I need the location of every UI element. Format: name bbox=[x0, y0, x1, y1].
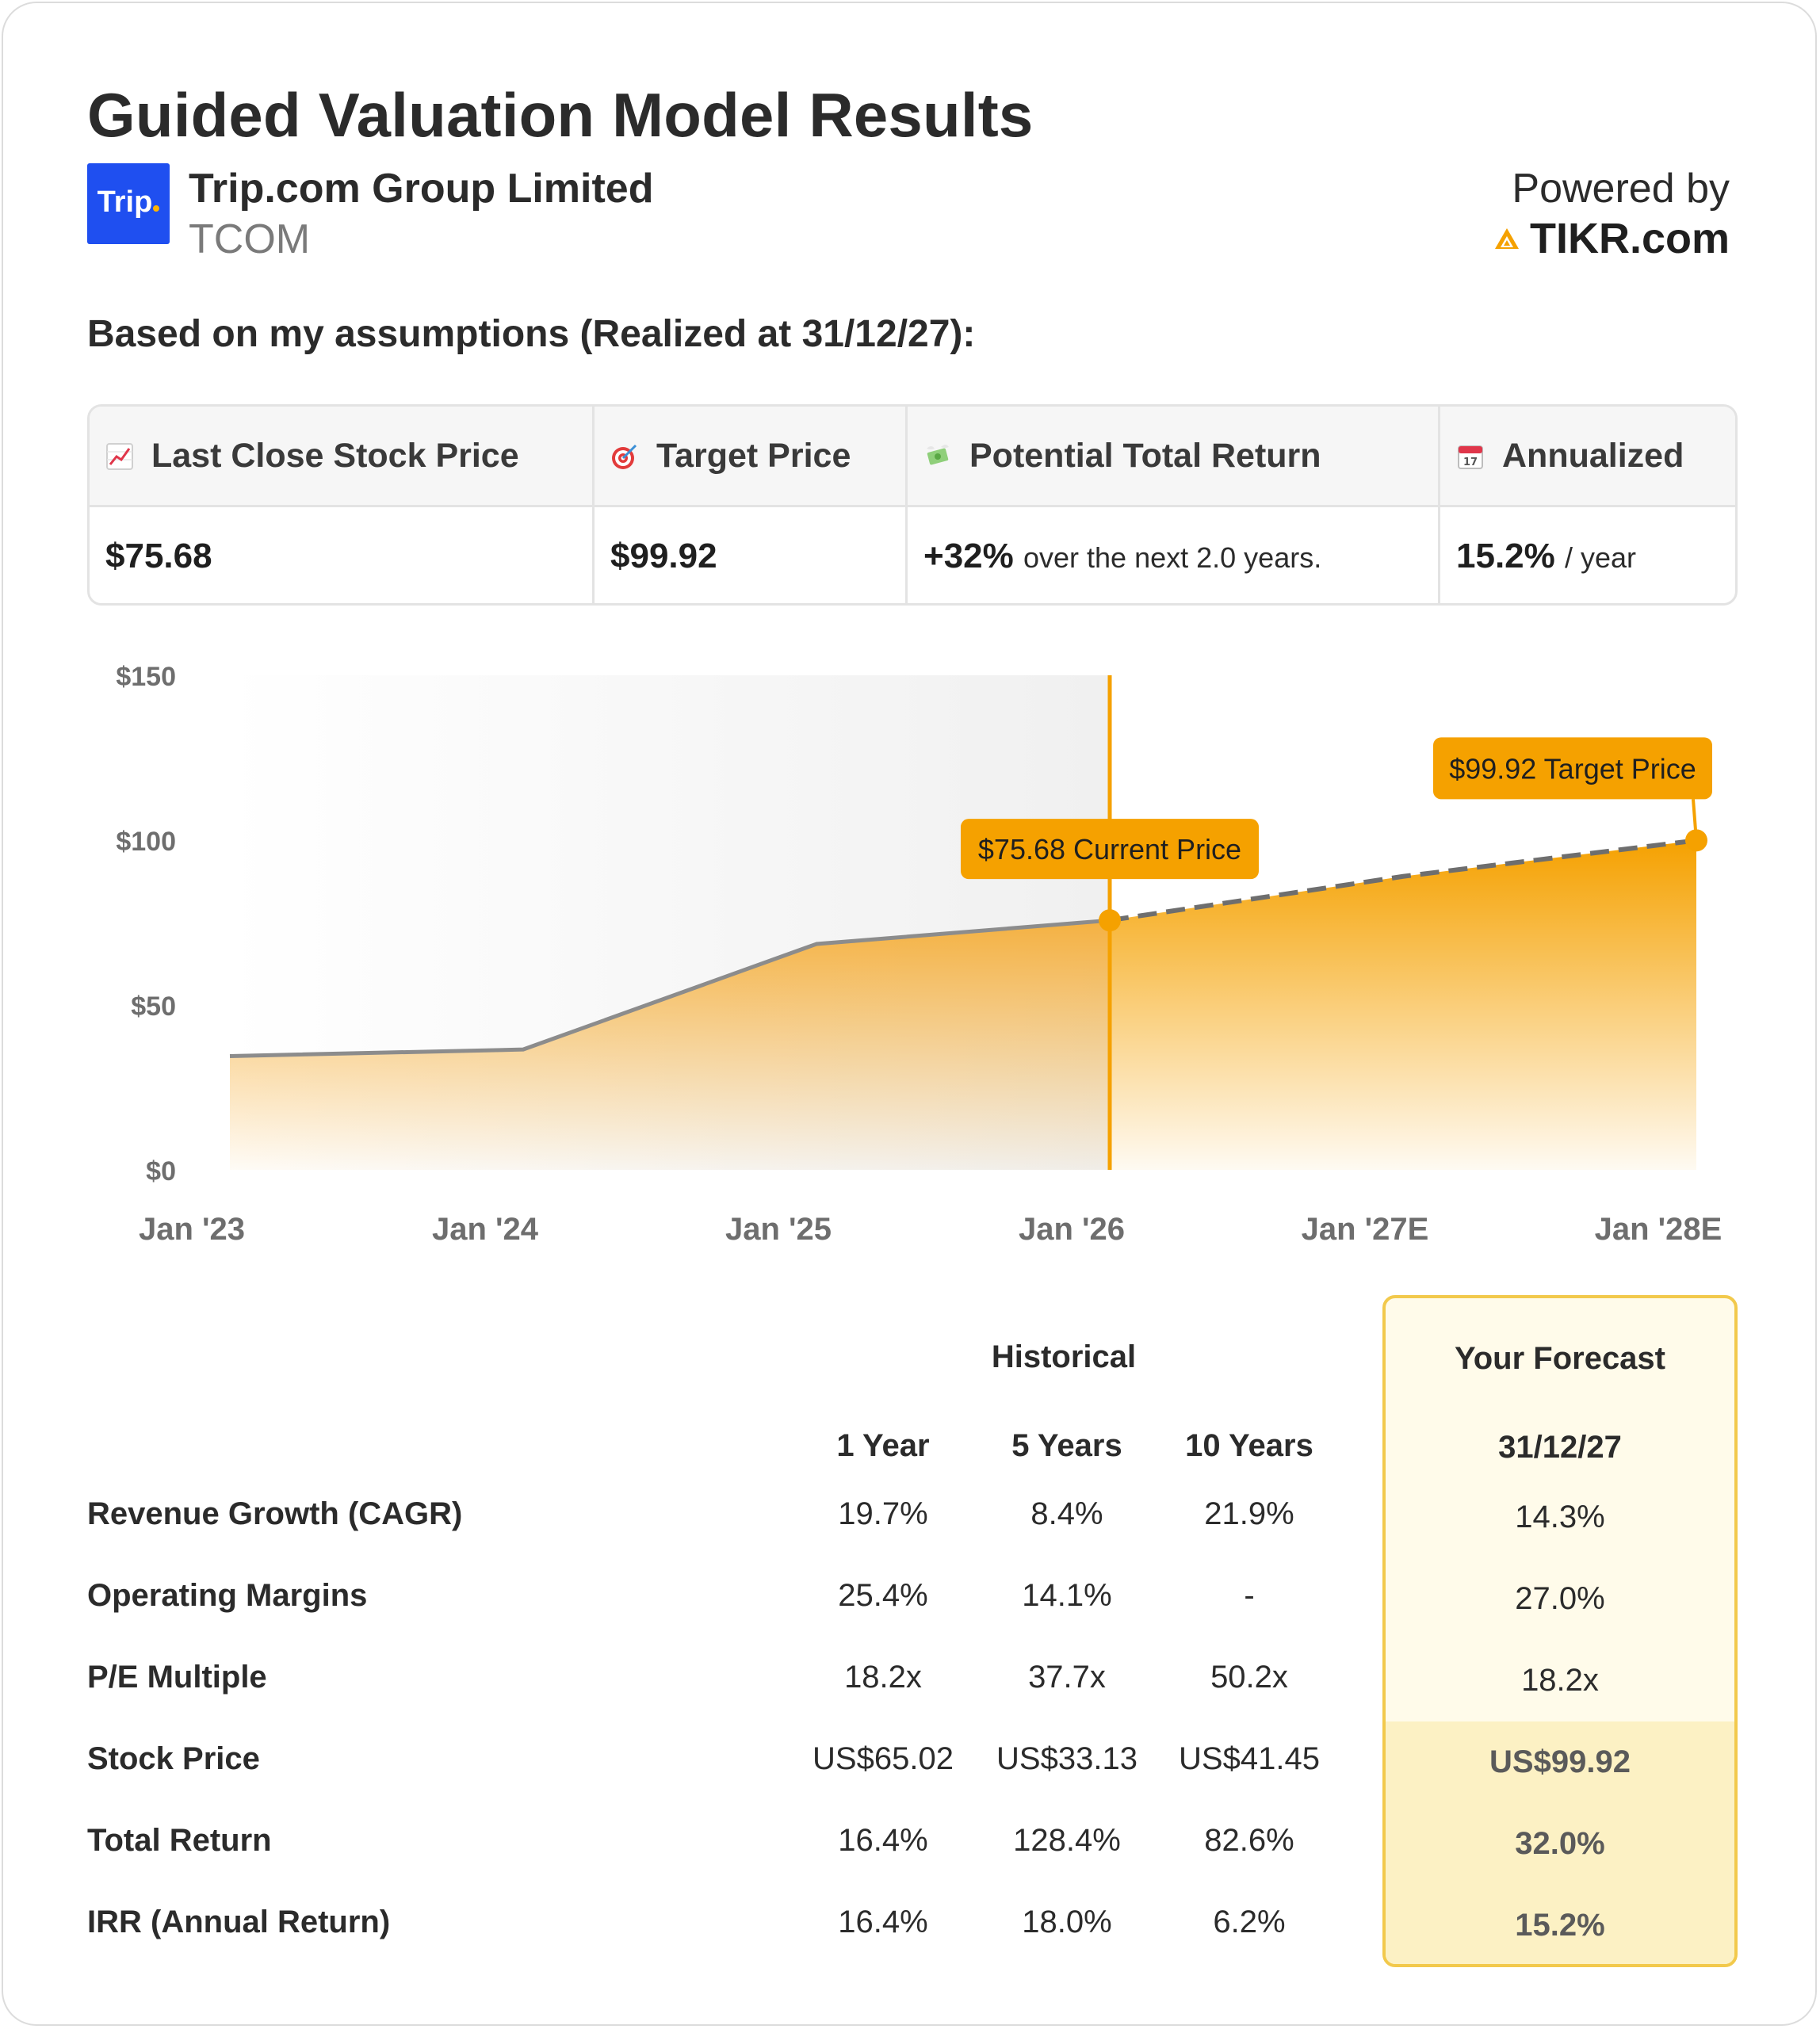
row-label-stock-price: Stock Price bbox=[87, 1741, 260, 1776]
forecast-line bbox=[1109, 838, 1697, 923]
logo-dot bbox=[153, 205, 160, 212]
calendar-icon: 17 bbox=[1458, 445, 1483, 469]
x-tick-label: Jan '27E bbox=[1302, 1212, 1429, 1247]
cell-stock-price-5-years: US$33.13 bbox=[996, 1741, 1138, 1776]
cell-revenue-growth-cagr-10-years: 21.9% bbox=[1204, 1496, 1294, 1531]
cell-revenue-growth-cagr-5-years: 8.4% bbox=[1030, 1496, 1103, 1531]
target-label: Target Price bbox=[656, 437, 851, 475]
col-header-5-years: 5 Years bbox=[1011, 1428, 1122, 1463]
forecast-panel-lower bbox=[1386, 1721, 1734, 1964]
y-tick-label: $100 bbox=[116, 827, 176, 857]
cell-irr-annual-return-5-years: 18.0% bbox=[1022, 1905, 1112, 1939]
forecast-total-return: 32.0% bbox=[1515, 1826, 1605, 1861]
summary-col-return: Potential Total Return +32% over the nex… bbox=[908, 407, 1440, 603]
summary-col-target: Target Price $99.92 bbox=[595, 407, 908, 603]
tikr-brand-text: TIKR.com bbox=[1529, 215, 1730, 262]
target-price-callout bbox=[1433, 737, 1712, 800]
forecast-p-e-multiple: 18.2x bbox=[1521, 1663, 1599, 1698]
cell-p-e-multiple-1-year: 18.2x bbox=[844, 1660, 922, 1695]
current-price-point bbox=[1099, 909, 1121, 932]
cell-irr-annual-return-10-years: 6.2% bbox=[1213, 1905, 1286, 1939]
summary-col-last-close: Last Close Stock Price $75.68 bbox=[90, 407, 595, 603]
annualized-value: 15.2% bbox=[1456, 537, 1555, 575]
col-header-10-years: 10 Years bbox=[1185, 1428, 1313, 1463]
tikr-brand[interactable]: TIKR.com bbox=[1493, 214, 1730, 263]
cell-p-e-multiple-5-years: 37.7x bbox=[1028, 1660, 1106, 1695]
cell-operating-margins-10-years: - bbox=[1244, 1578, 1255, 1613]
assumptions-label: Based on my assumptions (Realized at 31/… bbox=[87, 313, 976, 355]
x-tick-label: Jan '26 bbox=[1019, 1212, 1125, 1247]
page-title: Guided Valuation Model Results bbox=[87, 80, 1034, 150]
x-tick-label: Jan '23 bbox=[139, 1212, 245, 1247]
cell-stock-price-1-year: US$65.02 bbox=[812, 1741, 954, 1776]
return-label: Potential Total Return bbox=[969, 437, 1321, 475]
cell-operating-margins-1-year: 25.4% bbox=[838, 1578, 928, 1613]
ticker-symbol: TCOM bbox=[189, 216, 311, 262]
tikr-logo-icon bbox=[1494, 228, 1519, 249]
forecast-irr-annual-return: 15.2% bbox=[1515, 1908, 1605, 1943]
target-value: $99.92 bbox=[610, 537, 717, 575]
y-tick-label: $50 bbox=[131, 992, 176, 1022]
target-icon bbox=[612, 444, 637, 469]
forecast-header: Your Forecast bbox=[1455, 1341, 1665, 1376]
forecast-stock-price: US$99.92 bbox=[1489, 1744, 1631, 1779]
price-chart: $150 $100 $50 $0 Jan '23 Jan '24 Jan '25 Jan '2… bbox=[116, 662, 1722, 1247]
cell-stock-price-10-years: US$41.45 bbox=[1179, 1741, 1320, 1776]
historical-line bbox=[229, 918, 1111, 1058]
chart-increasing-icon bbox=[106, 442, 133, 470]
target-price-point bbox=[1685, 829, 1707, 852]
current-price-callout-text: $75.68 Current Price bbox=[978, 833, 1241, 865]
forecast-revenue-growth-cagr: 14.3% bbox=[1515, 1500, 1605, 1534]
return-suffix: over the next 2.0 years. bbox=[1023, 541, 1322, 574]
return-value: +32% bbox=[923, 537, 1014, 575]
col-header-1-year: 1 Year bbox=[836, 1428, 930, 1463]
forecast-panel bbox=[1382, 1295, 1738, 1967]
cell-total-return-5-years: 128.4% bbox=[1013, 1823, 1121, 1858]
cell-revenue-growth-cagr-1-year: 19.7% bbox=[838, 1496, 928, 1531]
current-price-callout bbox=[961, 819, 1259, 880]
forecast-operating-margins: 27.0% bbox=[1515, 1581, 1605, 1616]
last-close-label: Last Close Stock Price bbox=[151, 437, 519, 475]
logo-text: Trip bbox=[97, 185, 153, 219]
historical-header: Historical bbox=[991, 1339, 1137, 1374]
row-label-total-return: Total Return bbox=[87, 1823, 272, 1858]
y-tick-label: $0 bbox=[146, 1156, 176, 1186]
summary-col-annualized: 17 Annualized 15.2% / year bbox=[1440, 407, 1735, 603]
target-price-callout-text: $99.92 Target Price bbox=[1449, 752, 1696, 785]
row-label-p-e-multiple: P/E Multiple bbox=[87, 1660, 267, 1695]
company-logo: Trip bbox=[87, 163, 170, 244]
money-with-wings-icon bbox=[927, 444, 949, 464]
cell-operating-margins-5-years: 14.1% bbox=[1022, 1578, 1112, 1613]
cell-irr-annual-return-1-year: 16.4% bbox=[838, 1905, 928, 1939]
cell-p-e-multiple-10-years: 50.2x bbox=[1210, 1660, 1288, 1695]
row-label-operating-margins: Operating Margins bbox=[87, 1578, 368, 1613]
x-tick-label: Jan '25 bbox=[725, 1212, 832, 1247]
powered-by-label: Powered by bbox=[1512, 166, 1730, 212]
row-label-revenue-growth-cagr: Revenue Growth (CAGR) bbox=[87, 1496, 463, 1531]
historical-area bbox=[230, 920, 1110, 1170]
last-close-value: $75.68 bbox=[105, 537, 212, 575]
x-tick-label: Jan '24 bbox=[432, 1212, 539, 1247]
summary-table: Last Close Stock Price $75.68 Target Pri… bbox=[87, 404, 1738, 606]
annualized-label: Annualized bbox=[1502, 437, 1684, 475]
cell-total-return-10-years: 82.6% bbox=[1204, 1823, 1294, 1858]
cell-total-return-1-year: 16.4% bbox=[838, 1823, 928, 1858]
annualized-suffix: / year bbox=[1565, 541, 1637, 574]
company-name: Trip.com Group Limited bbox=[189, 166, 654, 212]
forecast-date-header: 31/12/27 bbox=[1498, 1430, 1622, 1465]
x-tick-label: Jan '28E bbox=[1595, 1212, 1722, 1247]
calendar-day: 17 bbox=[1463, 457, 1478, 468]
forecast-area bbox=[1110, 840, 1696, 1170]
row-label-irr-annual-return: IRR (Annual Return) bbox=[87, 1905, 391, 1939]
y-tick-label: $150 bbox=[116, 662, 176, 692]
